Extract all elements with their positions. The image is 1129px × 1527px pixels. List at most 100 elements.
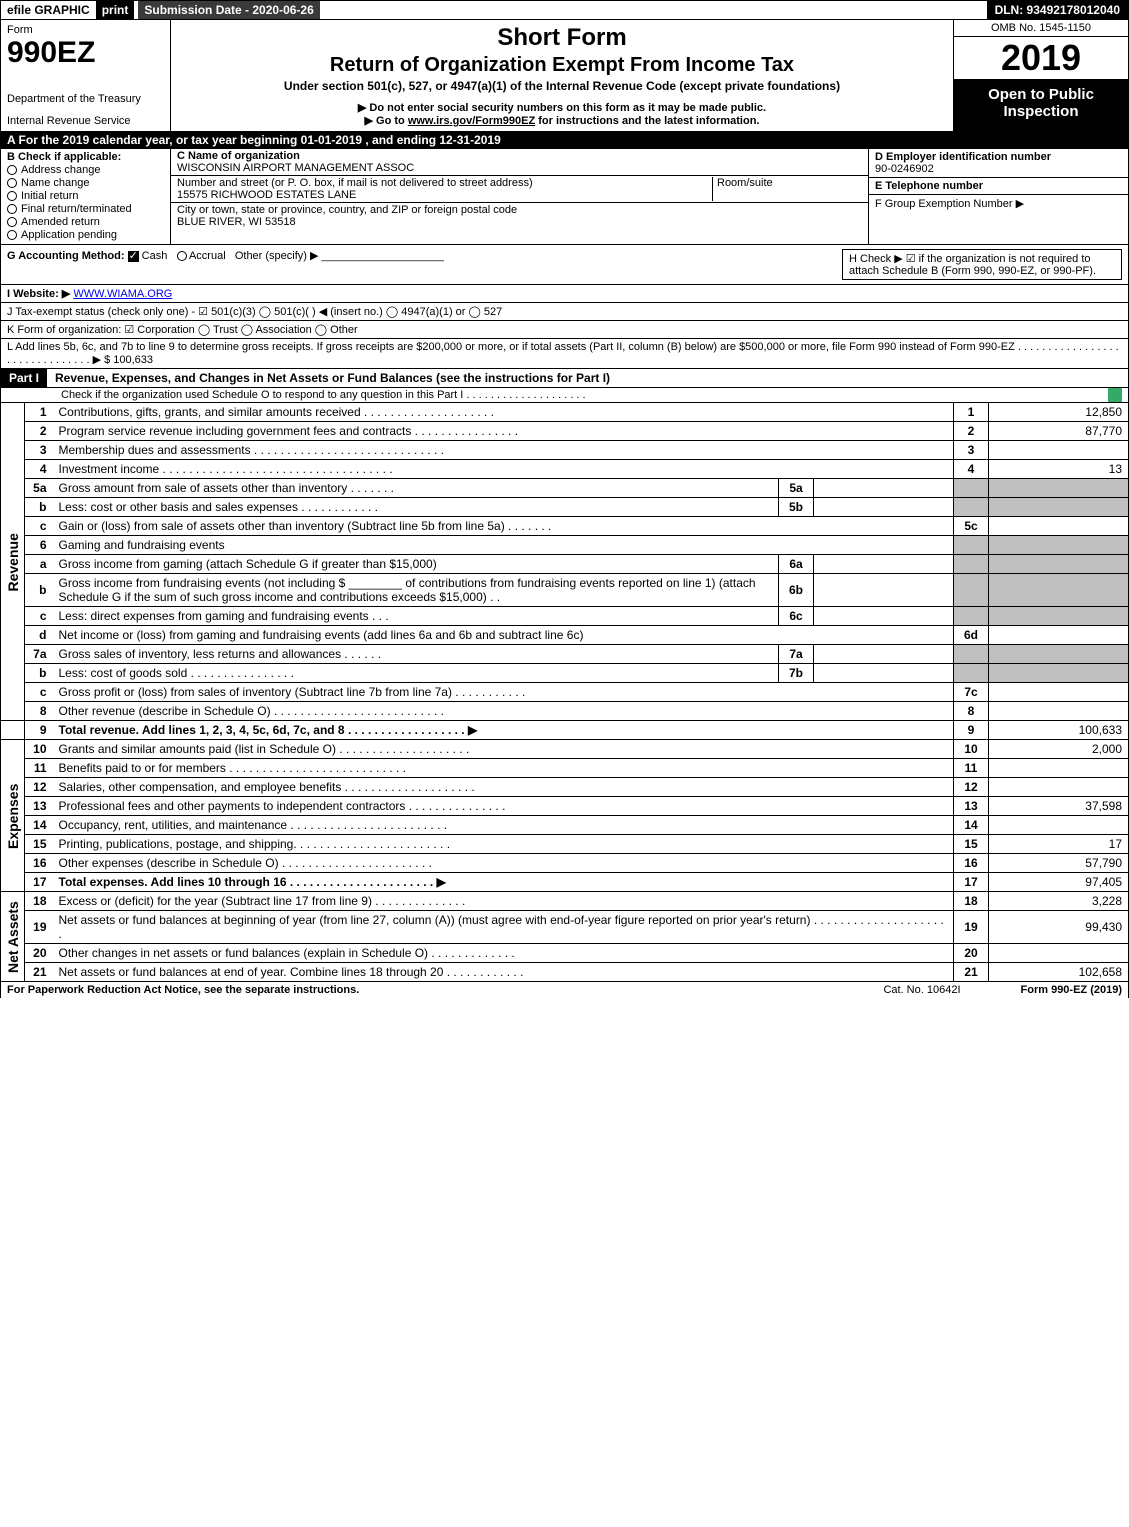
l6b-greybox bbox=[954, 574, 989, 607]
l6a-greybox bbox=[954, 555, 989, 574]
l5c-desc: Gain or (loss) from sale of assets other… bbox=[55, 517, 954, 536]
l18-desc: Excess or (deficit) for the year (Subtra… bbox=[55, 892, 954, 911]
chk-final-return-label: Final return/terminated bbox=[21, 203, 132, 215]
l7b-subval bbox=[814, 664, 954, 683]
org-address: 15575 RICHWOOD ESTATES LANE bbox=[177, 189, 712, 201]
l16-box: 16 bbox=[954, 854, 989, 873]
l6c-desc: Less: direct expenses from gaming and fu… bbox=[55, 607, 779, 626]
section-d-e-f: D Employer identification number 90-0246… bbox=[868, 149, 1128, 244]
row-g-h: G Accounting Method: Cash Accrual Other … bbox=[0, 245, 1129, 285]
top-bar: efile GRAPHIC print Submission Date - 20… bbox=[0, 0, 1129, 20]
l17-amt: 97,405 bbox=[989, 873, 1129, 892]
ein-label: D Employer identification number bbox=[875, 151, 1122, 163]
l7a-desc: Gross sales of inventory, less returns a… bbox=[55, 645, 779, 664]
g-other-label: Other (specify) ▶ bbox=[235, 250, 319, 262]
chk-amended-return-label: Amended return bbox=[21, 216, 100, 228]
l7b-num: b bbox=[25, 664, 55, 683]
website-link[interactable]: WWW.WIAMA.ORG bbox=[73, 288, 172, 300]
l14-amt bbox=[989, 816, 1129, 835]
efile-label: efile GRAPHIC bbox=[1, 1, 96, 19]
chk-name-change[interactable]: Name change bbox=[7, 177, 164, 189]
l9-amt: 100,633 bbox=[989, 721, 1129, 740]
l6c-greybox bbox=[954, 607, 989, 626]
l5b-sublbl: 5b bbox=[779, 498, 814, 517]
l8-amt bbox=[989, 702, 1129, 721]
l6a-sublbl: 6a bbox=[779, 555, 814, 574]
l11-amt bbox=[989, 759, 1129, 778]
chk-amended-return[interactable]: Amended return bbox=[7, 216, 164, 228]
g-cash-label: Cash bbox=[142, 250, 168, 262]
l5a-num: 5a bbox=[25, 479, 55, 498]
side-label-expenses: Expenses bbox=[1, 740, 25, 892]
chk-name-change-label: Name change bbox=[21, 177, 90, 189]
dept-irs: Internal Revenue Service bbox=[7, 115, 164, 127]
l2-num: 2 bbox=[25, 422, 55, 441]
l20-desc: Other changes in net assets or fund bala… bbox=[55, 944, 954, 963]
irs-link[interactable]: www.irs.gov/Form990EZ bbox=[408, 115, 535, 127]
l3-num: 3 bbox=[25, 441, 55, 460]
l7a-num: 7a bbox=[25, 645, 55, 664]
phone-label: E Telephone number bbox=[875, 180, 1122, 192]
l12-amt bbox=[989, 778, 1129, 797]
l10-box: 10 bbox=[954, 740, 989, 759]
info-block: B Check if applicable: Address change Na… bbox=[0, 149, 1129, 245]
chk-accrual[interactable] bbox=[177, 251, 187, 261]
chk-address-change[interactable]: Address change bbox=[7, 164, 164, 176]
tax-year: 2019 bbox=[954, 37, 1128, 80]
l6b-subval bbox=[814, 574, 954, 607]
chk-final-return[interactable]: Final return/terminated bbox=[7, 203, 164, 215]
l2-desc: Program service revenue including govern… bbox=[55, 422, 954, 441]
l14-num: 14 bbox=[25, 816, 55, 835]
l5c-amt bbox=[989, 517, 1129, 536]
print-button[interactable]: print bbox=[96, 1, 135, 19]
l7b-desc: Less: cost of goods sold . . . . . . . .… bbox=[55, 664, 779, 683]
l6d-desc: Net income or (loss) from gaming and fun… bbox=[55, 626, 954, 645]
form-number: 990EZ bbox=[7, 36, 164, 70]
chk-cash[interactable] bbox=[128, 251, 139, 262]
l5b-subval bbox=[814, 498, 954, 517]
l17-num: 17 bbox=[25, 873, 55, 892]
l20-num: 20 bbox=[25, 944, 55, 963]
form-ref: Form 990-EZ (2019) bbox=[1021, 984, 1122, 996]
l6a-num: a bbox=[25, 555, 55, 574]
part1-sub-row: Check if the organization used Schedule … bbox=[0, 388, 1129, 403]
note-ssn: ▶ Do not enter social security numbers o… bbox=[358, 101, 766, 114]
line-a-tax-year: A For the 2019 calendar year, or tax yea… bbox=[0, 132, 1129, 149]
l9-box: 9 bbox=[954, 721, 989, 740]
l19-num: 19 bbox=[25, 911, 55, 944]
l10-desc: Grants and similar amounts paid (list in… bbox=[55, 740, 954, 759]
l6d-box: 6d bbox=[954, 626, 989, 645]
side-label-revenue: Revenue bbox=[1, 403, 25, 721]
l6-num: 6 bbox=[25, 536, 55, 555]
l7a-sublbl: 7a bbox=[779, 645, 814, 664]
row-i: I Website: ▶ WWW.WIAMA.ORG bbox=[0, 285, 1129, 303]
l6-desc: Gaming and fundraising events bbox=[55, 536, 954, 555]
row-j: J Tax-exempt status (check only one) - ☑… bbox=[0, 303, 1129, 321]
submission-date-button[interactable]: Submission Date - 2020-06-26 bbox=[138, 1, 319, 19]
l7c-desc: Gross profit or (loss) from sales of inv… bbox=[55, 683, 954, 702]
l19-box: 19 bbox=[954, 911, 989, 944]
cat-number: Cat. No. 10642I bbox=[883, 984, 960, 996]
chk-application-pending[interactable]: Application pending bbox=[7, 229, 164, 241]
l5c-num: c bbox=[25, 517, 55, 536]
l10-num: 10 bbox=[25, 740, 55, 759]
lines-table: Revenue 1 Contributions, gifts, grants, … bbox=[0, 403, 1129, 982]
l13-desc: Professional fees and other payments to … bbox=[55, 797, 954, 816]
l3-amt bbox=[989, 441, 1129, 460]
part1-header-row: Part I Revenue, Expenses, and Changes in… bbox=[0, 369, 1129, 388]
l15-box: 15 bbox=[954, 835, 989, 854]
l6c-sublbl: 6c bbox=[779, 607, 814, 626]
l6a-desc: Gross income from gaming (attach Schedul… bbox=[55, 555, 779, 574]
part1-schedule-o-check[interactable] bbox=[1108, 388, 1122, 402]
l19-amt: 99,430 bbox=[989, 911, 1129, 944]
l7b-greyamt bbox=[989, 664, 1129, 683]
c-city-label: City or town, state or province, country… bbox=[177, 204, 517, 216]
l5b-num: b bbox=[25, 498, 55, 517]
c-addr-label: Number and street (or P. O. box, if mail… bbox=[177, 177, 712, 189]
l11-desc: Benefits paid to or for members . . . . … bbox=[55, 759, 954, 778]
side-label-netassets: Net Assets bbox=[1, 892, 25, 982]
l6c-subval bbox=[814, 607, 954, 626]
l5c-box: 5c bbox=[954, 517, 989, 536]
chk-initial-return[interactable]: Initial return bbox=[7, 190, 164, 202]
l6d-num: d bbox=[25, 626, 55, 645]
